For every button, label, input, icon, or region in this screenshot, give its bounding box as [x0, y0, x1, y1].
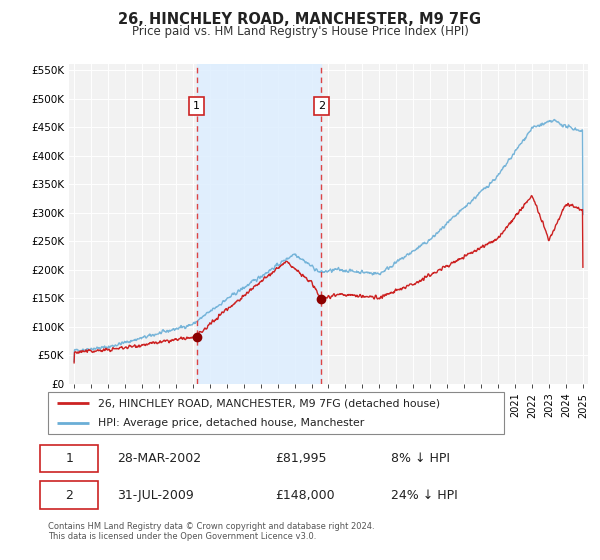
Text: 8% ↓ HPI: 8% ↓ HPI — [391, 452, 450, 465]
Text: 24% ↓ HPI: 24% ↓ HPI — [391, 488, 458, 502]
Text: HPI: Average price, detached house, Manchester: HPI: Average price, detached house, Manc… — [98, 418, 364, 428]
Text: £148,000: £148,000 — [275, 488, 335, 502]
Text: 1: 1 — [193, 101, 200, 111]
Text: Contains HM Land Registry data © Crown copyright and database right 2024.
This d: Contains HM Land Registry data © Crown c… — [48, 522, 374, 542]
Text: 31-JUL-2009: 31-JUL-2009 — [116, 488, 193, 502]
Text: 26, HINCHLEY ROAD, MANCHESTER, M9 7FG (detached house): 26, HINCHLEY ROAD, MANCHESTER, M9 7FG (d… — [98, 398, 440, 408]
Text: Price paid vs. HM Land Registry's House Price Index (HPI): Price paid vs. HM Land Registry's House … — [131, 25, 469, 38]
FancyBboxPatch shape — [40, 482, 98, 508]
Text: 2: 2 — [318, 101, 325, 111]
Text: 28-MAR-2002: 28-MAR-2002 — [116, 452, 201, 465]
FancyBboxPatch shape — [40, 445, 98, 472]
Text: 2: 2 — [65, 488, 73, 502]
Text: 26, HINCHLEY ROAD, MANCHESTER, M9 7FG: 26, HINCHLEY ROAD, MANCHESTER, M9 7FG — [118, 12, 482, 27]
Text: £81,995: £81,995 — [275, 452, 326, 465]
Bar — [197, 64, 322, 384]
Text: 1: 1 — [65, 452, 73, 465]
